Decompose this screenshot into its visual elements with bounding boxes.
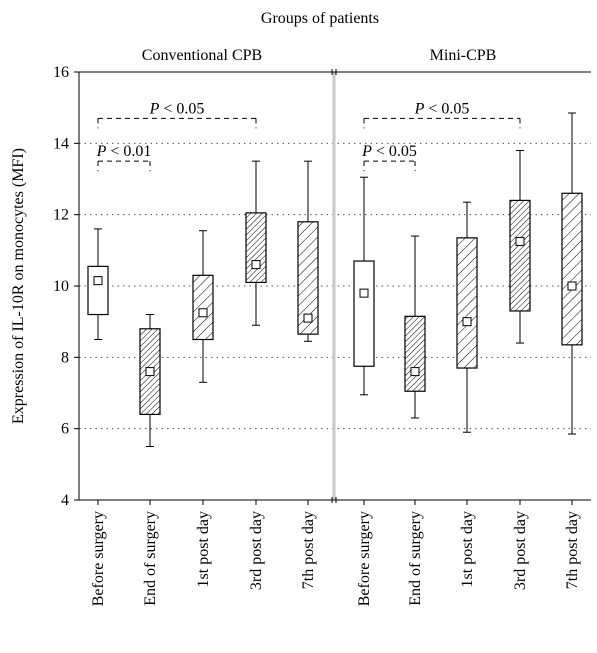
box-body — [297, 221, 319, 335]
box-plot — [561, 112, 583, 435]
significance-bracket: P < 0.05 — [97, 100, 257, 129]
box-body — [353, 260, 375, 367]
box-body — [87, 265, 109, 316]
significance-annotations: P < 0.05 P < 0.01 P < 0.05 P < 0.05 — [96, 100, 521, 172]
y-axis-label: Expression of IL-10R on monocytes (MFI) — [10, 148, 27, 424]
significance-bracket: P < 0.05 — [363, 100, 521, 129]
y-tick-label: 6 — [61, 421, 69, 438]
box-body — [192, 274, 214, 341]
significance-label: P < 0.05 — [414, 100, 470, 117]
box-median-marker — [93, 276, 103, 286]
y-tick-label: 16 — [53, 64, 69, 81]
x-tick-label: 3rd post day — [512, 511, 529, 590]
group-label-left: Conventional CPB — [142, 47, 262, 64]
box-plot — [297, 160, 319, 342]
x-tick-label: End of surgery — [142, 511, 159, 606]
box-plot — [139, 314, 161, 447]
x-tick-label: Before surgery — [356, 511, 373, 606]
x-tick-label: 3rd post day — [248, 511, 265, 590]
box-plot — [192, 230, 214, 383]
box-plot — [245, 160, 267, 326]
y-tick-label: 10 — [53, 278, 69, 295]
box-median-marker — [410, 367, 420, 377]
box-body — [404, 315, 426, 392]
x-tick-label: 7th post day — [564, 511, 581, 589]
y-tick-label: 14 — [53, 135, 69, 152]
box-median-marker — [567, 281, 577, 291]
box-plot — [456, 201, 478, 433]
box-median-marker — [198, 308, 208, 318]
axes — [74, 69, 591, 505]
box-body — [456, 237, 478, 369]
significance-label: P < 0.05 — [361, 143, 417, 160]
x-tick-label: 7th post day — [300, 511, 317, 589]
chart-title: Groups of patients — [261, 10, 379, 27]
box-body — [561, 192, 583, 346]
box-plot — [404, 235, 426, 419]
boxes — [87, 112, 583, 447]
box-median-marker — [462, 317, 472, 327]
box-median-marker — [145, 367, 155, 377]
x-tick-label: 1st post day — [459, 511, 476, 587]
y-tick-label: 4 — [61, 492, 69, 509]
box-median-marker — [359, 288, 369, 298]
y-tick-label: 8 — [61, 349, 69, 366]
x-tick-label: 1st post day — [195, 511, 212, 587]
box-body — [245, 212, 267, 284]
box-median-marker — [251, 260, 261, 270]
box-plot — [509, 149, 531, 344]
tick-labels: 4 6 8 10 12 14 16 Before surgery End of surgery 1… — [53, 64, 581, 606]
box-median-marker — [515, 236, 525, 246]
y-tick-label: 12 — [53, 207, 69, 224]
x-tick-label: Before surgery — [90, 511, 107, 606]
x-tick-label: End of surgery — [407, 511, 424, 606]
box-median-marker — [303, 313, 313, 323]
box-plot — [353, 176, 375, 396]
significance-bracket: P < 0.01 — [96, 143, 152, 172]
significance-label: P < 0.01 — [96, 143, 152, 160]
group-label-right: Mini-CPB — [430, 47, 497, 64]
significance-label: P < 0.05 — [149, 100, 205, 117]
box-plot — [87, 228, 109, 340]
box-body — [509, 199, 531, 312]
significance-bracket: P < 0.05 — [361, 143, 417, 172]
